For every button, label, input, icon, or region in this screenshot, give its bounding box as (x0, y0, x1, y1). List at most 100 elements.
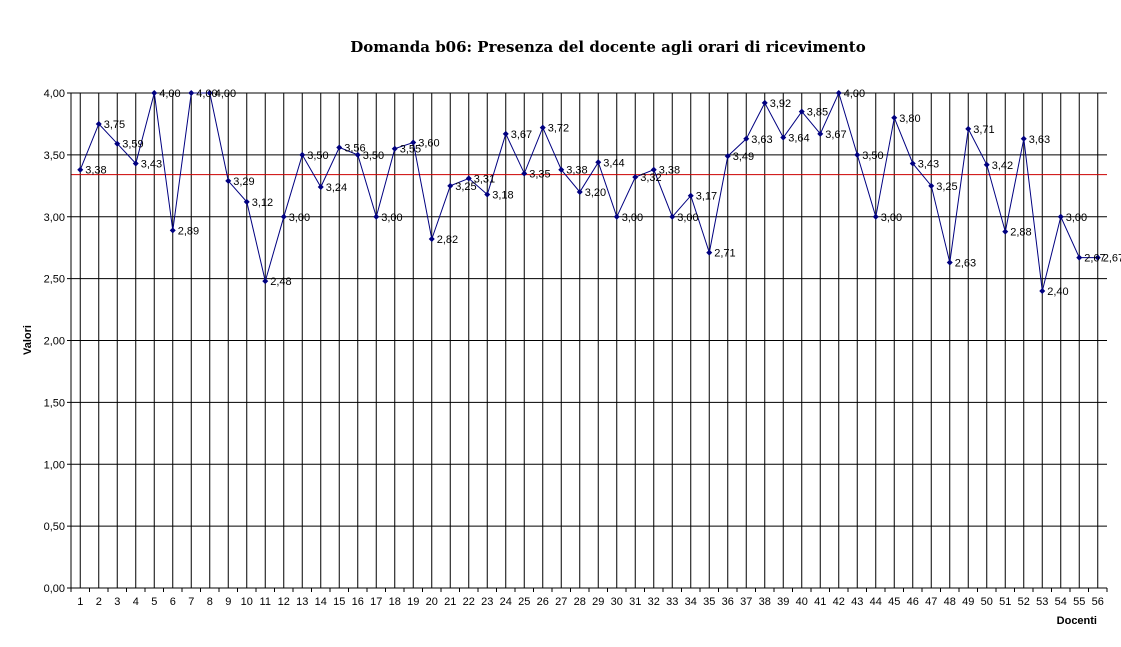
y-tick-labels: 0,00 0,50 1,00 1,50 2,00 2,50 3,00 3,50 4,00 (44, 88, 65, 595)
x-tick-label: 8 (207, 596, 213, 608)
data-label: 3,12 (252, 197, 273, 209)
data-label: 2,63 (955, 258, 976, 270)
data-point (447, 182, 454, 189)
data-label: 3,35 (529, 168, 550, 180)
data-point (909, 160, 916, 167)
data-label: 3,17 (696, 191, 717, 203)
x-tick-label: 12 (278, 596, 290, 608)
x-tick-label: 17 (370, 596, 382, 608)
data-label: 4,00 (844, 88, 865, 100)
data-point (169, 227, 176, 234)
data-point (632, 174, 639, 181)
data-point (521, 170, 528, 177)
x-tick-label: 29 (592, 596, 604, 608)
data-label: 3,75 (104, 119, 125, 131)
data-label: 3,80 (899, 113, 920, 125)
x-tick-label: 43 (851, 596, 863, 608)
x-tick-label: 37 (740, 596, 752, 608)
x-tick-label: 35 (703, 596, 715, 608)
data-point (1076, 254, 1083, 261)
data-label: 3,00 (677, 212, 698, 224)
x-tick-label: 33 (666, 596, 678, 608)
x-tick-label: 9 (225, 596, 231, 608)
x-tick-label: 15 (333, 596, 345, 608)
data-labels: 3,383,753,593,434,002,894,004,003,293,12… (85, 88, 1121, 298)
x-tick-label: 50 (981, 596, 993, 608)
x-tick-label: 53 (1036, 596, 1048, 608)
data-point (243, 198, 250, 205)
data-point (946, 259, 953, 266)
data-label: 3,43 (918, 159, 939, 171)
data-point (1039, 288, 1046, 294)
x-tick-label: 26 (537, 596, 549, 608)
data-point (206, 90, 213, 96)
data-point (280, 213, 287, 220)
data-label: 2,48 (270, 276, 291, 288)
data-label: 3,00 (381, 212, 402, 224)
data-point (132, 160, 139, 167)
data-point (613, 213, 620, 220)
data-label: 3,42 (992, 160, 1013, 172)
data-point (502, 130, 509, 137)
data-point (1094, 254, 1101, 261)
x-tick-label: 47 (925, 596, 937, 608)
x-tick-label: 38 (759, 596, 771, 608)
data-point (151, 90, 158, 96)
x-tick-label: 30 (611, 596, 623, 608)
data-label: 3,56 (344, 142, 365, 154)
data-point (95, 120, 102, 127)
x-tick-label: 44 (870, 596, 882, 608)
y-tick-label: 1,50 (44, 397, 65, 409)
data-label: 3,92 (770, 98, 791, 110)
data-point (299, 151, 306, 158)
x-tick-label: 7 (188, 596, 194, 608)
x-tick-label: 49 (962, 596, 974, 608)
data-label: 3,25 (455, 181, 476, 193)
x-tick-label: 41 (814, 596, 826, 608)
data-point (336, 144, 343, 151)
series-line (79, 91, 1098, 292)
data-point (965, 125, 972, 132)
data-label: 3,55 (400, 144, 421, 156)
data-label: 3,44 (603, 157, 624, 169)
x-tick-label: 14 (315, 596, 327, 608)
data-point (780, 134, 787, 141)
data-point (872, 213, 879, 220)
data-point (798, 108, 805, 115)
x-tick-label: 54 (1055, 596, 1067, 608)
data-point (1057, 213, 1064, 220)
x-tick-label: 34 (685, 596, 697, 608)
data-point (262, 278, 269, 285)
data-point (539, 124, 546, 131)
data-point (761, 99, 768, 106)
data-label: 3,50 (307, 150, 328, 162)
data-label: 3,59 (122, 139, 143, 151)
data-point (465, 175, 472, 182)
data-label: 3,85 (807, 107, 828, 119)
y-tick-label: 1,00 (44, 459, 65, 471)
data-label: 3,67 (825, 129, 846, 141)
x-tick-label: 19 (407, 596, 419, 608)
data-label: 3,63 (1029, 134, 1050, 146)
data-label: 3,64 (788, 133, 809, 145)
data-point (77, 166, 84, 173)
data-label: 2,71 (714, 248, 735, 260)
x-tick-label: 4 (133, 596, 139, 608)
data-label: 2,67 (1084, 253, 1105, 265)
x-tick-label: 32 (648, 596, 660, 608)
x-tick-label: 55 (1073, 596, 1085, 608)
x-tick-label: 2 (96, 596, 102, 608)
data-point (373, 213, 380, 220)
x-tick-label: 23 (481, 596, 493, 608)
x-tick-label: 52 (1018, 596, 1030, 608)
data-point (891, 114, 898, 121)
data-label: 3,71 (973, 124, 994, 136)
data-point (225, 177, 232, 184)
data-point (706, 249, 713, 256)
data-label: 3,18 (492, 189, 513, 201)
x-tick-label: 45 (888, 596, 900, 608)
data-point (484, 191, 491, 198)
chart-title: Domanda b06: Presenza del docente agli o… (350, 38, 866, 56)
y-tick-label: 3,00 (44, 212, 65, 224)
